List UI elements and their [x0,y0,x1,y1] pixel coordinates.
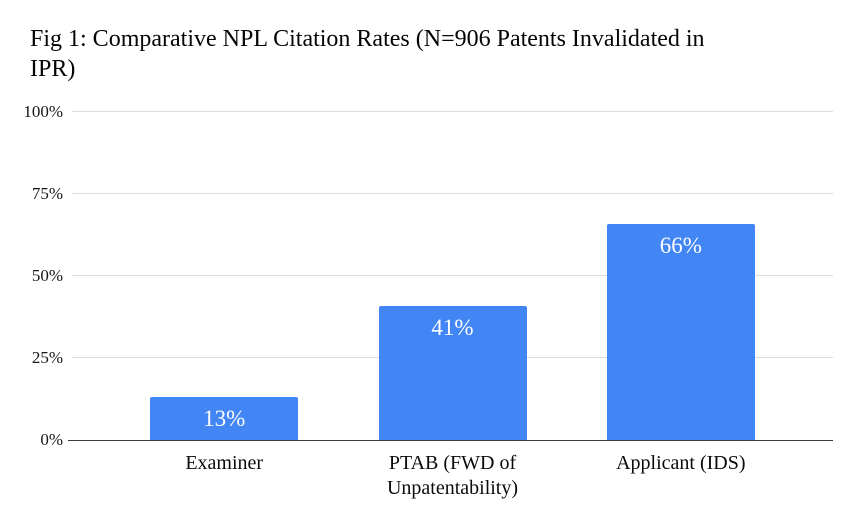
bar-value-label-examiner: 13% [203,406,246,432]
y-tick-label-100%: 100% [23,102,63,121]
y-tick-label-25%: 25% [31,348,63,367]
plot-area: 13% 41% 66% [68,111,833,441]
bar-examiner: 13% [150,397,299,440]
bar-applicant-ids: 66% [606,223,755,440]
y-axis: 0% 25% 50% 75% 100% [0,102,63,449]
y-tick-label-75%: 75% [31,184,63,203]
chart-title-line-2: IPR) [30,56,76,82]
chart-title-line-1: Fig 1: Comparative NPL Citation Rates (N… [30,26,705,52]
gridline-75% [72,193,833,194]
chart-title: Fig 1: Comparative NPL Citation Rates (N… [30,24,705,84]
bar-ptab-fwd-of-unpatentability: 41% [378,305,527,440]
x-axis-labels: Examiner PTAB (FWD of Unpatentability) App… [72,440,833,520]
bar-value-label-ptab-fwd-of-unpatentability: 41% [431,314,474,340]
x-axis-label-applicant-ids: Applicant (IDS) [616,452,746,474]
gridline-50% [72,275,833,276]
x-axis-label-ptab-fwd-of-unpatentability: PTAB (FWD of Unpatentability) [386,452,519,499]
bar-value-label-applicant-ids: 66% [659,232,702,258]
gridline-100% [72,111,833,112]
y-tick-label-50%: 50% [31,266,63,285]
y-tick-label-0%: 0% [40,430,63,449]
x-axis-label-examiner: Examiner [185,452,264,474]
x-axis-baseline [68,439,833,441]
